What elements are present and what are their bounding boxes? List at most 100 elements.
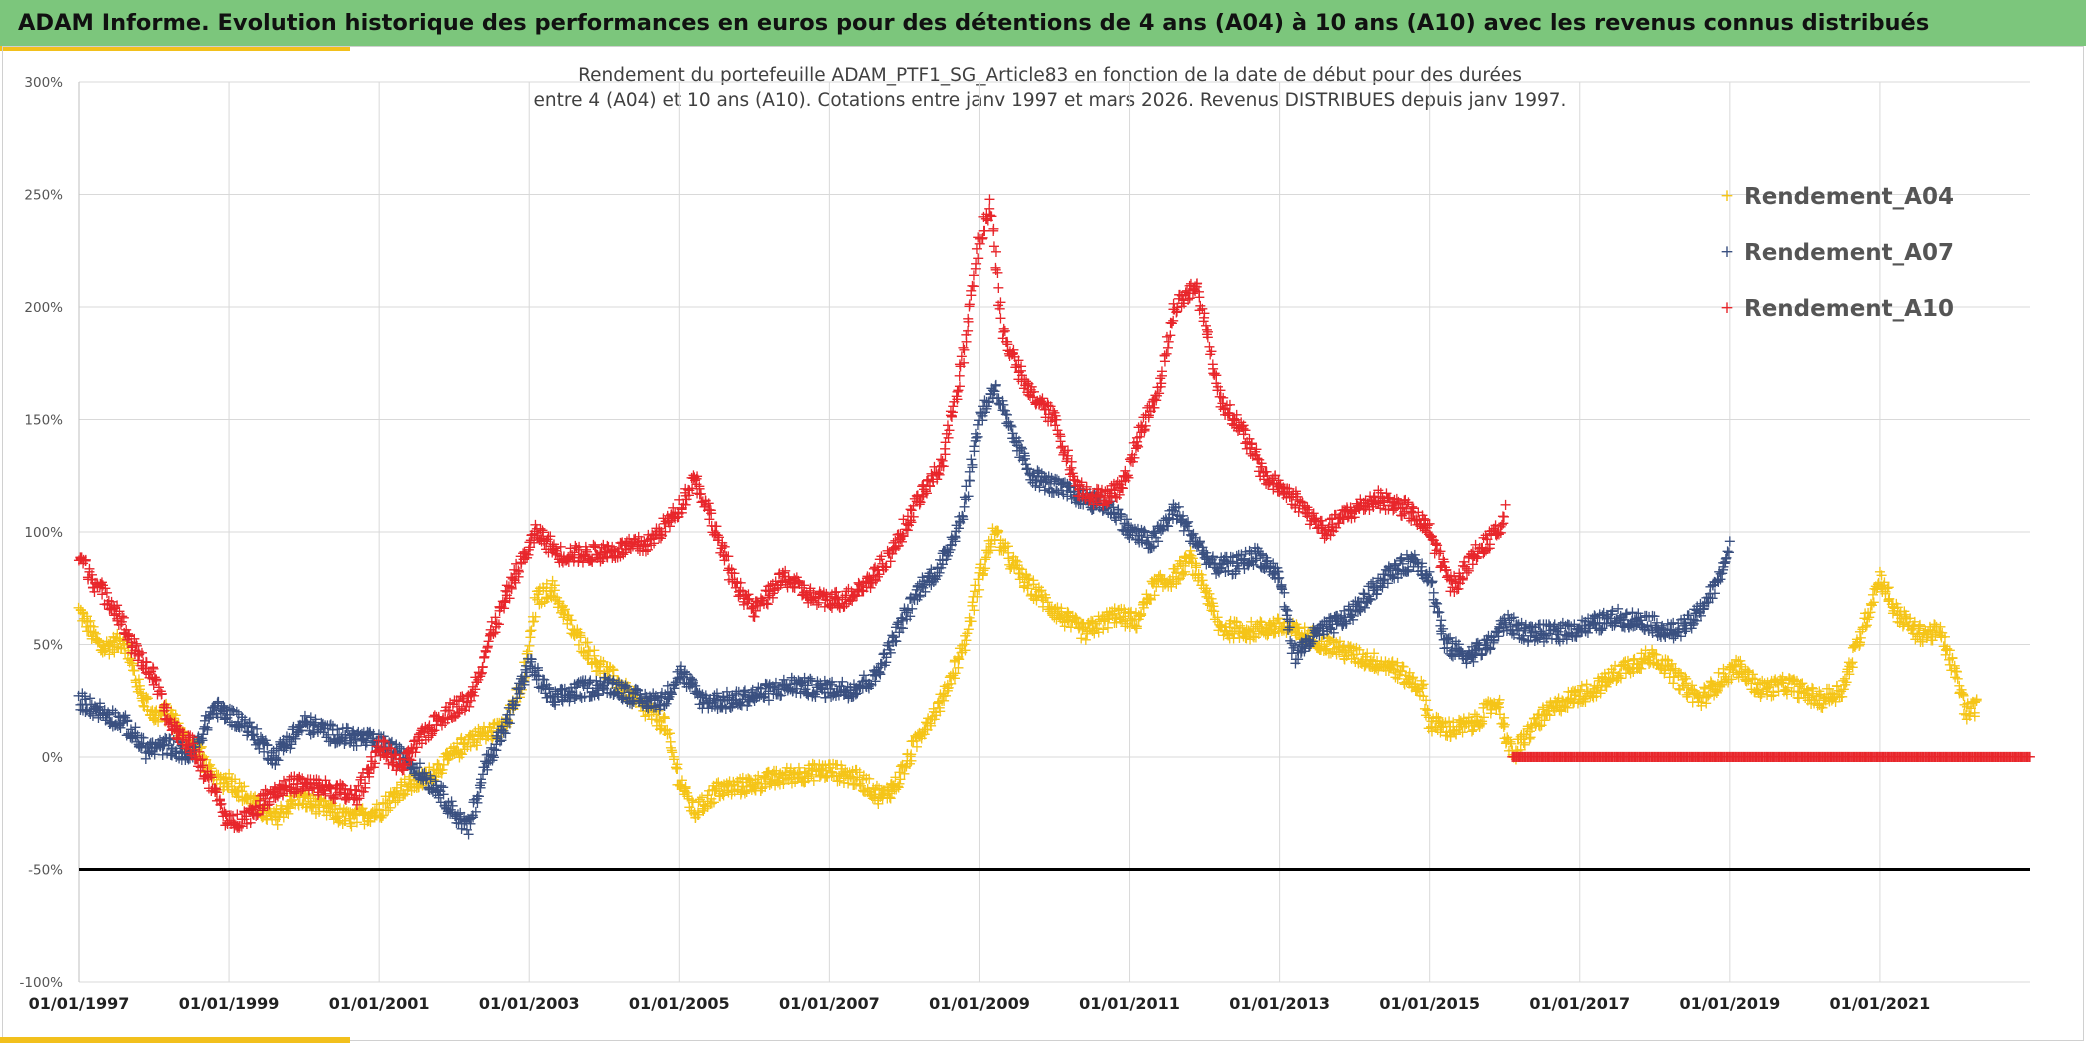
data-point: +: [196, 749, 209, 768]
data-point: +: [97, 635, 110, 654]
data-point: +: [256, 807, 269, 826]
data-point: +: [74, 600, 87, 619]
data-point: +: [285, 790, 298, 809]
data-point: +: [147, 710, 160, 729]
y-tick-label: 0%: [42, 750, 64, 766]
data-point: +: [192, 745, 205, 764]
x-tick-label: 01/01/2013: [1229, 994, 1330, 1013]
data-point: +: [285, 791, 298, 810]
data-point: +: [126, 661, 139, 680]
data-point: +: [131, 682, 144, 701]
x-tick-label: 01/01/2017: [1529, 994, 1630, 1013]
data-point: +: [120, 634, 133, 653]
data-point: +: [132, 669, 145, 688]
data-point: +: [264, 804, 277, 823]
data-point: +: [140, 690, 153, 709]
data-point: +: [98, 641, 111, 660]
y-axis: 300%250%200%150%100%50%0%-50%-100%: [20, 75, 64, 991]
data-point: +: [137, 696, 150, 715]
data-point: +: [121, 649, 134, 668]
data-point: +: [292, 783, 305, 802]
data-point: +: [265, 807, 278, 826]
data-point: +: [122, 641, 135, 660]
y-tick-label: 150%: [24, 413, 63, 429]
data-points: ++++++++++++++++++++++++++++++++++++++++…: [72, 189, 2037, 843]
data-point: +: [77, 609, 90, 628]
data-point: +: [136, 691, 149, 710]
data-point: +: [260, 810, 273, 829]
data-point: +: [292, 795, 305, 814]
data-point: +: [158, 711, 171, 730]
data-point: +: [84, 616, 97, 635]
data-point: +: [1723, 532, 1736, 551]
data-point: +: [181, 732, 194, 751]
data-point: +: [112, 638, 125, 657]
data-point: +: [163, 708, 176, 727]
data-point: +: [296, 786, 309, 805]
data-point: +: [167, 708, 180, 727]
data-point: +: [274, 802, 287, 821]
data-point: +: [80, 622, 93, 641]
data-point: +: [214, 768, 227, 787]
data-point: +: [280, 797, 293, 816]
data-point: +: [225, 770, 238, 789]
x-tick-label: 01/01/2009: [929, 994, 1030, 1013]
chart-subtitle-line-1: Rendement du portefeuille ADAM_PTF1_SG_A…: [578, 65, 1522, 86]
data-point: +: [235, 777, 248, 796]
data-point: +: [125, 656, 138, 675]
x-tick-label: 01/01/2021: [1830, 994, 1931, 1013]
data-point: +: [269, 804, 282, 823]
data-point: +: [86, 627, 99, 646]
data-point: +: [196, 748, 209, 767]
data-point: +: [141, 700, 154, 719]
data-point: +: [183, 731, 196, 750]
data-point: +: [130, 677, 143, 696]
data-point: +: [157, 702, 170, 721]
data-point: +: [244, 786, 257, 805]
data-point: +: [115, 639, 128, 658]
data-point: +: [76, 603, 89, 622]
data-point: +: [228, 780, 241, 799]
data-point: +: [121, 635, 134, 654]
x-tick-label: 01/01/2007: [779, 994, 880, 1013]
data-point: +: [299, 786, 312, 805]
data-point: +: [166, 704, 179, 723]
data-point: +: [178, 737, 191, 756]
data-point: +: [274, 796, 287, 815]
data-point: +: [241, 789, 254, 808]
data-point: +: [148, 702, 161, 721]
data-point: +: [191, 747, 204, 766]
data-point: +: [117, 634, 130, 653]
data-point: +: [225, 780, 238, 799]
data-point: +: [109, 628, 122, 647]
data-point: +: [286, 794, 299, 813]
y-tick-label: 200%: [24, 300, 63, 316]
data-point: +: [113, 629, 126, 648]
data-point: +: [232, 781, 245, 800]
data-point: +: [257, 798, 270, 817]
x-tick-label: 01/01/2001: [329, 994, 430, 1013]
y-tick-label: -50%: [28, 863, 63, 879]
data-point: +: [210, 774, 223, 793]
data-point: +: [133, 676, 146, 695]
data-point: +: [164, 707, 177, 726]
data-point: +: [146, 701, 159, 720]
data-point: +: [80, 607, 93, 626]
data-point: +: [159, 694, 172, 713]
data-point: +: [205, 759, 218, 778]
y-tick-label: 250%: [24, 188, 63, 204]
data-point: +: [294, 782, 307, 801]
data-point: +: [282, 804, 295, 823]
data-point: +: [243, 789, 256, 808]
data-point: +: [255, 806, 268, 825]
data-point: +: [164, 701, 177, 720]
data-point: +: [210, 764, 223, 783]
y-tick-label: 100%: [24, 525, 63, 541]
data-point: +: [284, 791, 297, 810]
data-point: +: [110, 637, 123, 656]
data-point: +: [116, 632, 129, 651]
data-point: +: [89, 630, 102, 649]
data-point: +: [160, 705, 173, 724]
data-point: +: [171, 720, 184, 739]
data-point: +: [302, 789, 315, 808]
